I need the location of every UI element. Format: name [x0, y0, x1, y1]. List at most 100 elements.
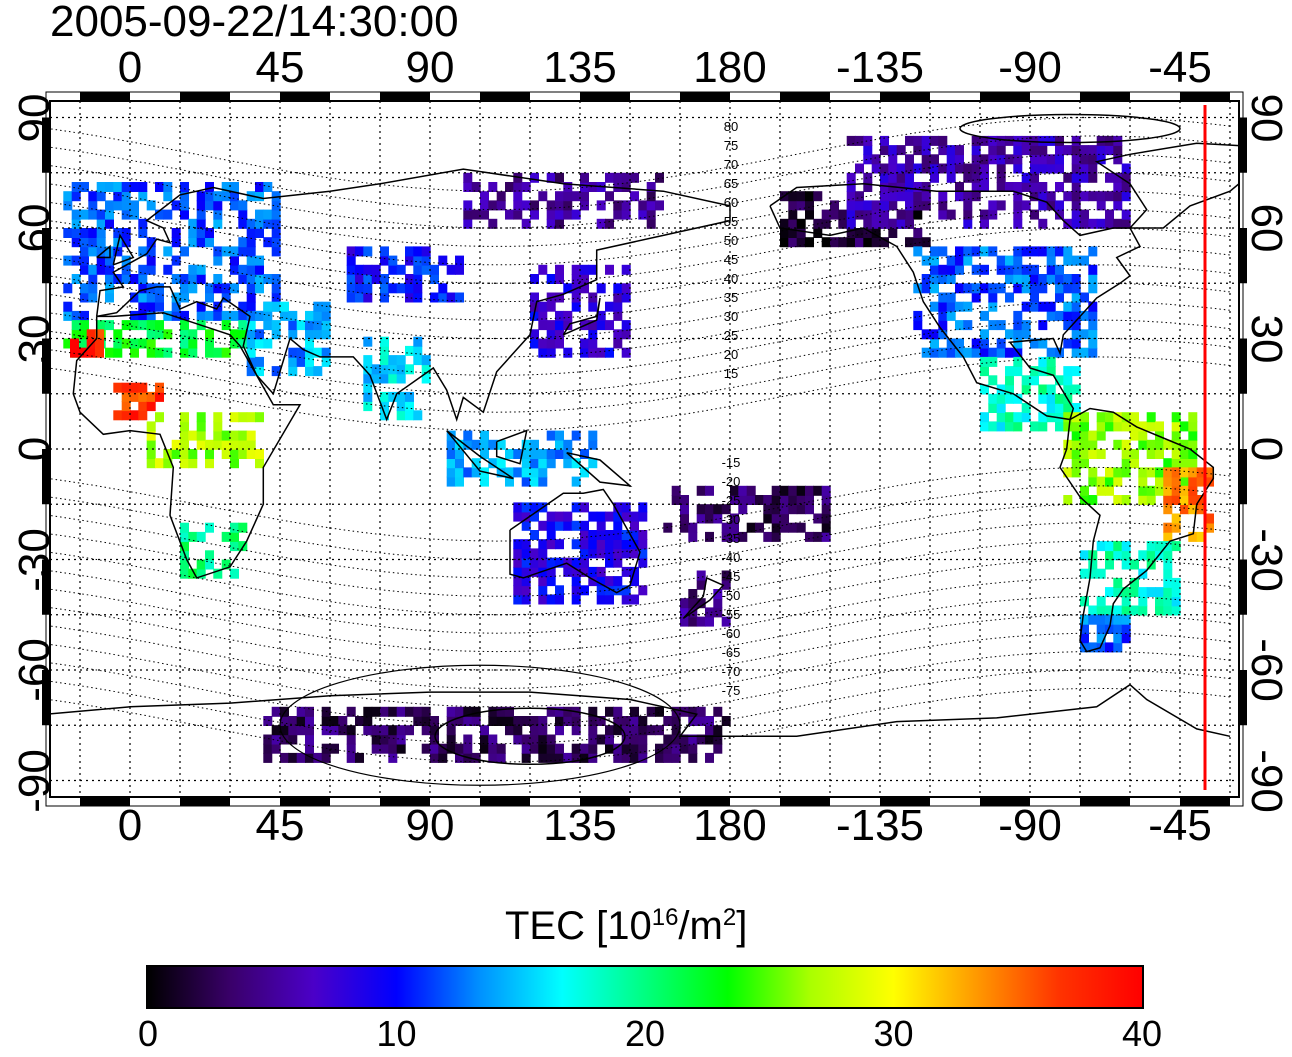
tec-region	[1080, 614, 1131, 653]
mlat-label: 60	[724, 195, 738, 210]
colorbar-tick: 20	[624, 1013, 666, 1054]
y-tick-left: -30	[10, 527, 59, 592]
frame-bar	[679, 92, 730, 100]
coastline	[769, 183, 1142, 421]
x-tick-top: 180	[693, 43, 767, 92]
tec-region	[446, 430, 598, 487]
tec-region	[1063, 412, 1198, 505]
frame-bar	[1239, 449, 1247, 505]
tec-region	[363, 336, 431, 421]
frame-bar	[1239, 559, 1247, 615]
colorbar-title: TEC [1016/m2]	[505, 904, 748, 948]
mlat-label: 80	[724, 119, 738, 134]
y-tick-right: -30	[1242, 527, 1291, 592]
frame-bar	[42, 338, 50, 394]
mlat-label: -15	[722, 455, 741, 470]
x-tick-bottom: -45	[1148, 801, 1212, 850]
coastline	[566, 451, 633, 487]
frame-bar	[80, 92, 130, 100]
coastline	[72, 311, 302, 579]
coastline	[95, 168, 731, 422]
frame-bar	[1239, 228, 1247, 284]
magnetic-latitude-labels: 80 75 70 65 60 55 50 45 40 35 30 25 20 15 -15 -20 -25 -30…	[722, 119, 741, 698]
y-tick-right: 60	[1242, 203, 1291, 253]
y-tick-left: -60	[10, 638, 59, 702]
mlat-label: 30	[724, 309, 738, 324]
x-tick-bottom: -135	[835, 801, 925, 850]
x-tick-top: 90	[405, 43, 455, 92]
mlat-label: 45	[724, 252, 738, 267]
north-pole-contour	[959, 113, 1181, 144]
x-tick-bottom: 0	[117, 801, 143, 850]
mlat-label: 75	[724, 138, 738, 153]
y-tick-right: -60	[1242, 638, 1291, 702]
frame-bar	[42, 669, 50, 726]
magnetic-latitude-contours	[50, 113, 1231, 786]
frame-bar	[80, 798, 130, 806]
frame-bar	[979, 798, 1030, 806]
mlat-label: -65	[722, 645, 741, 660]
coastline	[446, 430, 514, 480]
frame-bar	[42, 449, 50, 505]
coastline	[112, 233, 135, 266]
mlat-label: -55	[722, 607, 741, 622]
y-tick-right: 30	[1242, 314, 1291, 363]
coastlines	[50, 142, 1239, 738]
tec-region	[913, 246, 1098, 358]
coastline	[495, 429, 528, 465]
frame-bar	[1179, 798, 1230, 806]
tec-region	[346, 246, 464, 303]
frame-bar	[679, 798, 730, 806]
mlat-label: 70	[724, 157, 738, 172]
frame-bar	[1239, 669, 1247, 726]
coastline	[50, 683, 1231, 738]
frame-bar	[479, 798, 530, 806]
x-tick-top: -90	[998, 43, 1062, 92]
south-pole-contour	[434, 707, 626, 766]
south-pole-contour	[279, 664, 681, 786]
colorbar-tick: 30	[873, 1013, 914, 1054]
tec-region	[1080, 541, 1181, 616]
frame-bar	[779, 798, 830, 806]
mlat-label: 50	[724, 233, 738, 248]
tec-region	[263, 706, 731, 763]
y-tick-left: -90	[10, 748, 59, 813]
coastline	[1094, 142, 1239, 229]
mlat-label: -75	[722, 683, 741, 698]
frame-bar	[179, 798, 230, 806]
x-tick-top: -135	[835, 43, 925, 92]
frame-bar	[42, 117, 50, 173]
y-tick-left: 60	[10, 203, 59, 253]
mlat-label: -45	[722, 569, 741, 584]
mlat-label: 35	[724, 290, 738, 305]
x-tick-top: 135	[543, 43, 617, 92]
tec-region	[463, 172, 664, 229]
frame-bar	[42, 228, 50, 284]
y-tick-right: -90	[1242, 748, 1291, 813]
x-tick-top: 45	[255, 43, 305, 92]
frame-bar	[1079, 798, 1130, 806]
tec-region	[1163, 467, 1214, 542]
tec-region	[846, 135, 1131, 229]
tec-region	[680, 570, 731, 627]
tec-region	[246, 301, 331, 377]
y-tick-right: 0	[1242, 436, 1291, 462]
mlat-label: 20	[724, 347, 738, 362]
frame-bar	[879, 92, 930, 100]
coastline	[682, 576, 725, 620]
mlat-label: -40	[722, 550, 741, 565]
tec-region	[513, 502, 648, 605]
x-tick-bottom: 45	[255, 801, 305, 850]
mlat-label: -60	[722, 626, 741, 641]
x-tick-bottom: -90	[998, 801, 1062, 850]
frame-bar	[279, 798, 330, 806]
mlat-label: -70	[722, 664, 741, 679]
frame-bar	[42, 559, 50, 615]
frame-bar	[779, 92, 830, 100]
frame-bar	[1239, 338, 1247, 394]
y-tick-right: 90	[1242, 93, 1291, 142]
y-tick-left: 30	[10, 314, 59, 363]
frame-bar	[479, 92, 530, 100]
frame-bar	[379, 92, 430, 100]
